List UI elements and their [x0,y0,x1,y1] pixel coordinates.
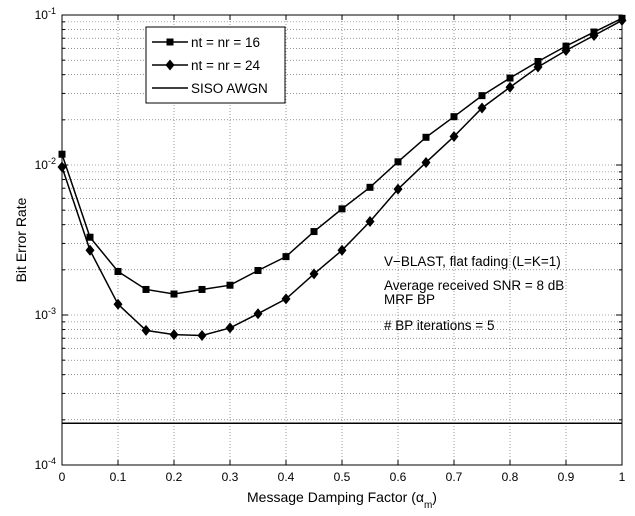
x-tick-label: 0.2 [166,470,183,484]
data-point-diamond [197,330,207,342]
annotation-block: V−BLAST, flat fading (L=K=1) Average rec… [384,254,564,333]
x-tick-label: 0.6 [390,470,407,484]
data-point-square [114,267,122,275]
data-point-square [450,113,458,121]
x-tick-label: 0.4 [278,470,295,484]
data-point-square [198,285,206,293]
data-point-square [366,183,374,191]
x-tick-label: 1 [619,470,626,484]
data-point-diamond [589,30,599,42]
x-tick-label: 0.8 [502,470,519,484]
annotation-line-4: # BP iterations = 5 [384,318,494,333]
data-point-diamond [365,216,375,228]
data-point-diamond [477,102,487,114]
x-tick-label: 0.3 [222,470,239,484]
data-point-square [394,158,402,166]
legend-label-16: nt = nr = 16 [191,35,260,50]
data-point-diamond [169,329,179,341]
legend-label-siso: SISO AWGN [191,81,268,96]
data-point-diamond [505,81,515,93]
data-point-square [254,267,262,275]
data-point-square [478,92,486,100]
data-point-diamond [253,308,263,320]
data-point-diamond [141,324,151,336]
legend: nt = nr = 16 nt = nr = 24 SISO AWGN [145,26,286,104]
y-axis-label: Bit Error Rate [13,197,29,282]
data-point-square [170,290,178,298]
data-point-diamond [393,183,403,195]
x-tick-label: 0.7 [446,470,463,484]
data-point-square [534,57,542,65]
x-tick-label: 0 [59,470,66,484]
data-point-square [310,228,318,236]
annotation-line-2: Average received SNR = 8 dB [384,278,564,293]
data-point-square [282,253,290,261]
data-point-diamond [225,322,235,334]
data-point-square [86,233,94,241]
data-point-square [226,281,234,289]
x-axis-label: Message Damping Factor (αm) [247,489,437,511]
data-point-diamond [421,156,431,168]
data-point-square [142,285,150,293]
data-point-diamond [309,268,319,280]
y-tick-label: 10-1 [35,6,56,22]
data-point-diamond [533,61,543,73]
x-tick-label: 0.9 [558,470,575,484]
data-point-diamond [281,293,291,305]
data-point-diamond [561,44,571,56]
data-point-square [338,205,346,213]
data-point-diamond [85,244,95,256]
data-point-diamond [113,298,123,310]
y-tick-label: 10-3 [35,306,56,322]
plot-frame [61,14,623,466]
x-tick-label: 0.1 [110,470,127,484]
data-point-diamond [449,130,459,142]
y-tick-label: 10-2 [35,156,56,172]
data-point-square [506,74,514,82]
series-layer [57,14,627,424]
legend-square-marker [166,38,174,46]
legend-diamond-marker [165,59,175,71]
y-tick-label: 10-4 [35,456,56,472]
x-tick-label: 0.5 [334,470,351,484]
annotation-line-1: V−BLAST, flat fading (L=K=1) [384,254,561,269]
legend-label-24: nt = nr = 24 [191,58,261,73]
data-point-diamond [337,244,347,256]
annotation-line-3: MRF BP [384,292,435,307]
data-point-square [422,133,430,141]
